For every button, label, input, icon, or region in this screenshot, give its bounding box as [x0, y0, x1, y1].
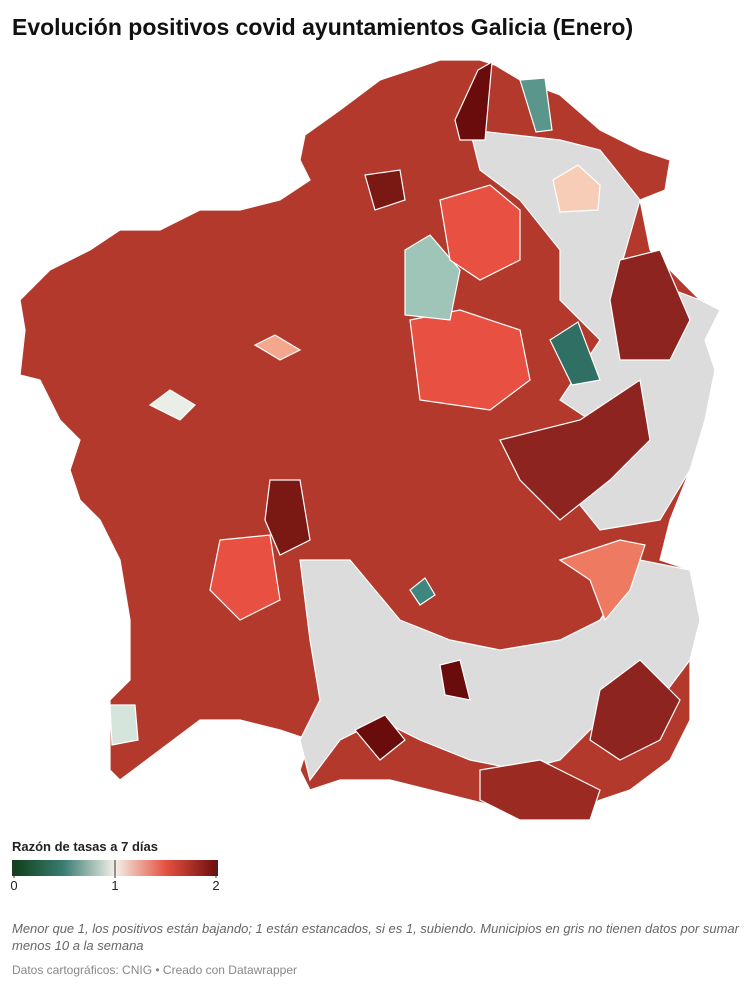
no-data	[469, 129, 721, 531]
source: Datos cartográficos: CNIG • Creado con D…	[12, 963, 297, 977]
region	[264, 479, 311, 556]
region	[148, 389, 196, 421]
map: Razón de tasas a 7 días 0 1 2	[10, 59, 721, 893]
region	[404, 234, 461, 321]
region	[409, 577, 436, 606]
region	[549, 321, 601, 386]
title: Evolución positivos covid ayuntamientos …	[12, 14, 634, 40]
tick-label: 2	[212, 878, 219, 893]
region	[454, 60, 493, 141]
tick-label: 1	[111, 878, 118, 893]
region	[558, 539, 646, 622]
legend-title: Razón de tasas a 7 días	[12, 839, 158, 854]
region	[354, 714, 406, 761]
legend-ticks: 0 1 2	[10, 860, 220, 893]
note: Menor que 1, los positivos están bajando…	[12, 921, 739, 953]
region	[253, 334, 302, 361]
tick-label: 0	[10, 878, 17, 893]
region	[552, 164, 601, 213]
region	[109, 704, 139, 746]
region	[589, 659, 681, 761]
region	[19, 59, 721, 821]
region	[499, 378, 651, 521]
region	[519, 77, 553, 133]
region	[409, 309, 531, 411]
region	[479, 759, 601, 821]
region	[364, 169, 406, 211]
region	[439, 184, 521, 281]
region	[609, 249, 691, 361]
region	[209, 534, 281, 621]
region	[439, 659, 471, 701]
municipalities	[19, 59, 721, 821]
